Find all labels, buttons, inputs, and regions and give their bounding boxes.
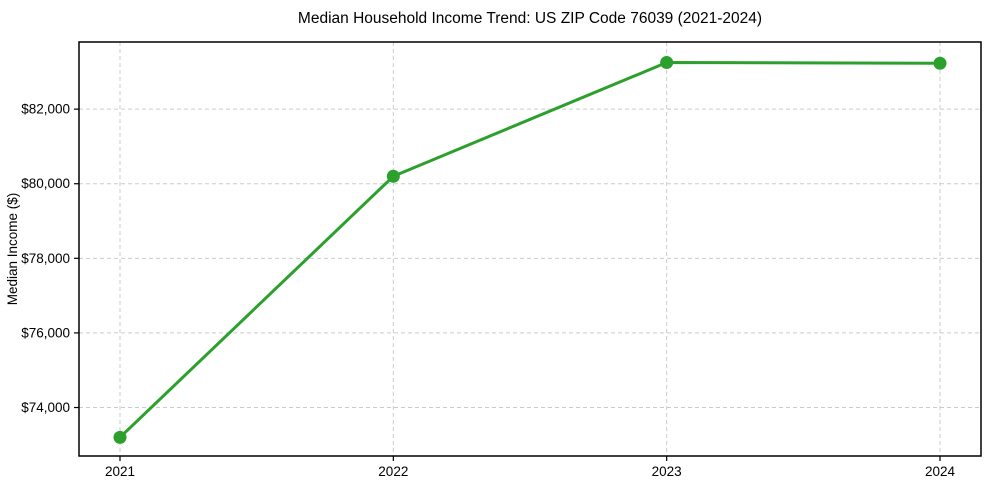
- y-tick-label: $80,000: [21, 176, 70, 191]
- trend-line: [118, 61, 942, 439]
- series-layer: [113, 56, 947, 444]
- y-tick-label: $76,000: [21, 325, 70, 340]
- data-point-marker: [660, 56, 674, 70]
- y-tick-label: $82,000: [21, 102, 70, 117]
- grid-layer: [79, 42, 981, 456]
- tick-layer: [74, 108, 941, 461]
- x-tick-label: 2021: [105, 464, 135, 479]
- chart-title: Median Household Income Trend: US ZIP Co…: [298, 10, 762, 27]
- tick-label-layer: 2021 2022 2023 2024 $74,000 $76,000 $78,000 $80…: [21, 102, 955, 479]
- data-point-marker: [113, 430, 127, 444]
- plot-border: [78, 41, 982, 457]
- y-tick-label: $78,000: [21, 251, 70, 266]
- data-point-marker: [386, 169, 400, 183]
- x-tick-label: 2024: [925, 464, 956, 479]
- y-axis-label: Median Income ($): [5, 193, 20, 306]
- x-tick-label: 2023: [652, 464, 682, 479]
- y-tick-label: $74,000: [21, 400, 70, 415]
- data-point-marker: [933, 56, 947, 70]
- x-tick-label: 2022: [378, 464, 408, 479]
